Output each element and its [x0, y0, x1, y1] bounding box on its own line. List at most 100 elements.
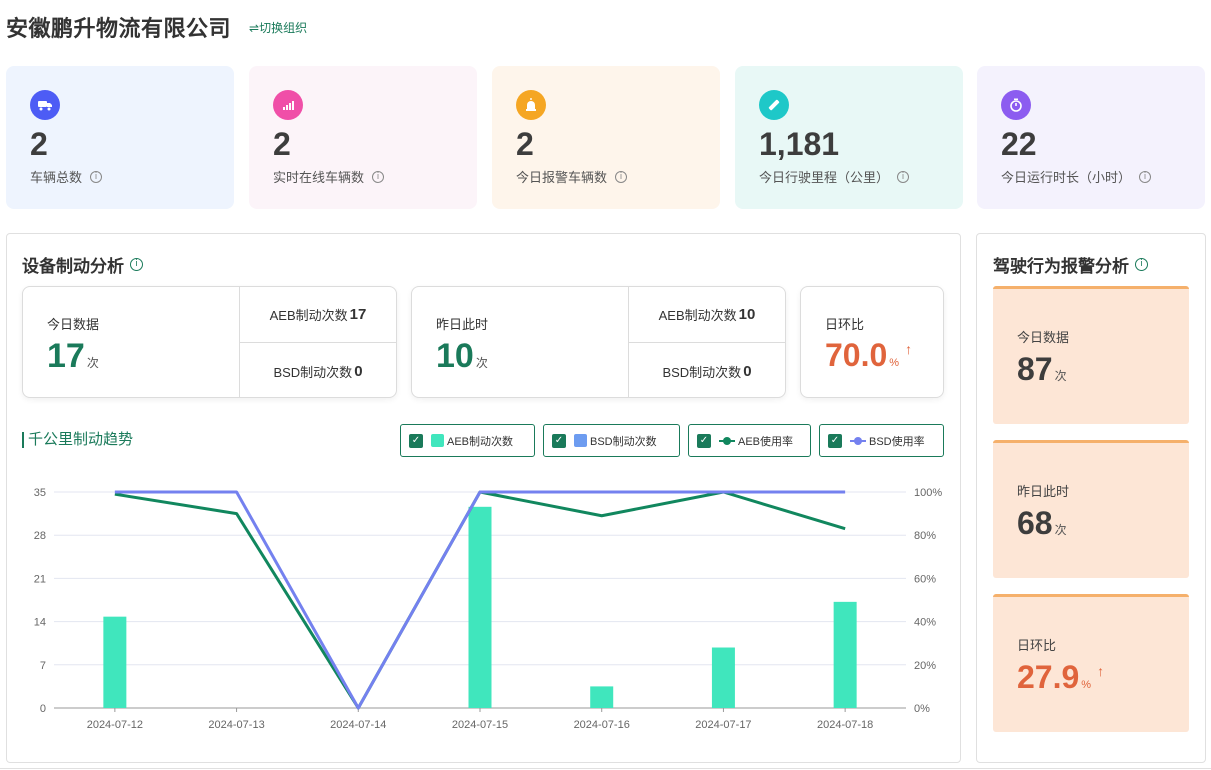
legend-toggle-bsd-rate[interactable]: ✓ BSD使用率	[819, 424, 944, 457]
y-left-tick-label: 14	[34, 617, 46, 629]
alarm-yesterday-box: 昨日此时 68 次	[993, 440, 1189, 578]
alarm-ratio-value: 27.9	[1017, 659, 1080, 695]
bottom-divider	[0, 768, 1211, 769]
arrow-up-icon: ↑	[1097, 663, 1105, 679]
bar-aeb	[103, 616, 127, 708]
alarm-panel-title: 驾驶行为报警分析 i	[993, 252, 1148, 277]
bar-aeb	[468, 506, 492, 708]
legend-swatch	[431, 434, 444, 447]
brake-yesterday-value: 10	[436, 337, 474, 375]
bsd-count-value: 0	[354, 362, 363, 380]
stat-card-runtime: 22 今日运行时长（小时） i	[977, 66, 1205, 209]
percent-label: %	[1081, 679, 1092, 691]
company-name: 安徽鹏升物流有限公司	[6, 16, 232, 41]
brake-ratio-box: 日环比 70.0% ↑	[800, 286, 944, 398]
stat-value: 2	[516, 126, 534, 162]
legend-toggle-aeb-count[interactable]: ✓ AEB制动次数	[400, 424, 535, 457]
aeb-count-label: AEB制动次数	[269, 308, 348, 323]
unit-label: 次	[86, 356, 99, 370]
stat-card-online: 2 实时在线车辆数 i	[249, 66, 477, 209]
alarm-yesterday-label: 昨日此时	[1017, 484, 1070, 499]
bar-aeb	[590, 686, 614, 708]
brake-today-label: 今日数据	[47, 317, 100, 332]
legend-label: BSD制动次数	[590, 435, 657, 448]
info-icon[interactable]: i	[372, 170, 385, 183]
unit-label: 次	[1054, 523, 1067, 537]
x-tick-label: 2024-07-14	[330, 719, 386, 731]
brake-ratio-label: 日环比	[825, 317, 865, 332]
y-left-tick-label: 35	[34, 487, 46, 499]
y-left-tick-label: 28	[34, 530, 46, 542]
stat-card-alarm: 2 今日报警车辆数 i	[492, 66, 720, 209]
line-bsd-rate	[114, 490, 846, 710]
brake-today-value: 17	[47, 337, 85, 375]
aeb-count-label: AEB制动次数	[658, 308, 737, 323]
brake-ratio-value: 70.0	[825, 337, 888, 373]
y-right-tick-label: 100%	[914, 487, 942, 499]
info-icon[interactable]: i	[130, 258, 143, 271]
alarm-ratio-label: 日环比	[1017, 638, 1057, 653]
bar-aeb	[711, 647, 735, 708]
alarm-icon	[516, 90, 546, 120]
stat-value: 1,181	[759, 126, 840, 162]
aeb-count-value: 10	[738, 306, 756, 323]
legend-label: BSD使用率	[869, 435, 925, 448]
x-tick-label: 2024-07-13	[208, 719, 264, 731]
info-icon[interactable]: i	[897, 170, 910, 183]
x-tick-label: 2024-07-12	[87, 719, 143, 731]
chart-subtitle: 千公里制动趋势	[22, 432, 133, 448]
alarm-today-box: 今日数据 87 次	[993, 286, 1189, 424]
stat-label: 今日报警车辆数	[516, 170, 608, 185]
bsd-count-value: 0	[743, 362, 752, 380]
stat-value: 2	[273, 126, 291, 162]
legend-line-marker	[850, 436, 866, 445]
legend-swatch	[574, 434, 587, 447]
y-right-tick-label: 40%	[914, 617, 936, 629]
stat-label: 今日运行时长（小时）	[1001, 170, 1132, 185]
info-icon[interactable]: i	[615, 170, 628, 183]
stat-label: 今日行驶里程（公里）	[759, 170, 890, 185]
y-left-tick-label: 21	[34, 573, 46, 585]
stat-card-mileage: 1,181 今日行驶里程（公里） i	[735, 66, 963, 209]
timer-icon	[1001, 90, 1031, 120]
legend-line-marker	[719, 436, 735, 445]
y-right-tick-label: 0%	[914, 703, 930, 715]
unit-label: 次	[475, 356, 488, 370]
unit-label: 次	[1054, 369, 1067, 383]
brake-yesterday-box: 昨日此时 10 次 AEB制动次数 10 BSD制动次数 0	[411, 286, 786, 398]
checkbox-checked-icon: ✓	[409, 433, 423, 448]
checkbox-checked-icon: ✓	[697, 433, 711, 448]
y-left-tick-label: 0	[40, 703, 46, 715]
legend-toggle-aeb-rate[interactable]: ✓ AEB使用率	[688, 424, 811, 457]
brake-today-box: 今日数据 17 次 AEB制动次数 17 BSD制动次数 0	[22, 286, 397, 398]
arrow-up-icon: ↑	[905, 341, 913, 357]
x-tick-label: 2024-07-15	[452, 719, 508, 731]
page-header: 安徽鹏升物流有限公司 ⇌切换组织	[6, 10, 307, 44]
y-right-tick-label: 80%	[914, 530, 936, 542]
stat-card-vehicles: 2 车辆总数 i	[6, 66, 234, 209]
alarm-yesterday-value: 68	[1017, 505, 1053, 541]
info-icon[interactable]: i	[1135, 258, 1148, 271]
signal-icon	[273, 90, 303, 120]
checkbox-checked-icon: ✓	[828, 433, 842, 448]
stat-value: 22	[1001, 126, 1037, 162]
legend-label: AEB制动次数	[447, 435, 514, 448]
truck-icon	[30, 90, 60, 120]
info-icon[interactable]: i	[1139, 170, 1152, 183]
y-right-tick-label: 20%	[914, 660, 936, 672]
checkbox-checked-icon: ✓	[552, 433, 566, 448]
alarm-ratio-box: 日环比 27.9% ↑	[993, 594, 1189, 732]
aeb-count-value: 17	[349, 306, 367, 323]
brake-title-text: 设备制动分析	[22, 257, 124, 276]
switch-org-link[interactable]: ⇌切换组织	[249, 20, 308, 35]
y-right-tick-label: 60%	[914, 573, 936, 585]
bsd-count-label: BSD制动次数	[273, 364, 353, 380]
stat-label: 实时在线车辆数	[273, 170, 365, 185]
brake-yesterday-label: 昨日此时	[436, 317, 489, 332]
bar-aeb	[833, 601, 857, 708]
alarm-title-text: 驾驶行为报警分析	[993, 257, 1129, 276]
x-tick-label: 2024-07-16	[574, 719, 630, 731]
bsd-count-label: BSD制动次数	[662, 364, 742, 380]
info-icon[interactable]: i	[90, 170, 103, 183]
legend-toggle-bsd-count[interactable]: ✓ BSD制动次数	[543, 424, 680, 457]
